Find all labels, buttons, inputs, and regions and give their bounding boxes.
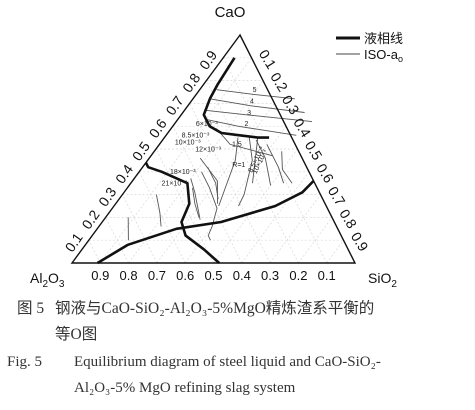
caption-en-line1: Fig. 5 Equilibrium diagram of steel liqui… [7,354,381,371]
iso-c2 [238,137,253,207]
caption-en-figure-number: Fig. 5 [7,354,43,370]
caption-en-title: Equilibrium diagram of steel liquid and … [74,354,381,370]
curve-label: 10×10⁻³ [175,139,201,146]
grid-line-sio2 [298,217,333,264]
legend-iso-label: ISO-ao [364,47,403,64]
liquidus-upper [202,57,270,139]
caption-en-line2: Al₂O₃-5% MgO refining slag system [74,380,296,396]
liquidus-right [96,179,315,265]
curve-label: 2 [244,121,248,128]
caption-cn-title: 钢液与CaO-SiO₂-Al₂O₃-5%MgO精炼渣系平衡的 [55,300,375,317]
tick-label-right: 0.9 [348,229,372,254]
tick-label-right: 0.3 [279,92,303,117]
grid-line-sio2 [156,103,275,264]
iso-4 [209,98,305,113]
curve-label: 6×10⁻³ [196,121,218,128]
iso-5 [216,89,295,100]
tick-label-left: 0.9 [196,47,220,72]
iso-low2 [192,187,200,218]
iso-c1 [218,137,239,207]
tick-label-right: 0.7 [325,183,349,208]
tick-label-left: 0.1 [62,230,86,255]
curve-label: 21×10⁻³ [162,181,188,188]
grid-line-sio2 [326,239,344,264]
tick-label-right: 0.8 [336,206,360,231]
grid-line-al2o3 [138,171,186,264]
grid-line-sio2 [100,57,252,264]
tick-label-left: 0.8 [179,70,203,95]
tick-label-bottom: 0.4 [233,268,251,283]
tick-label-left: 0.6 [146,116,170,141]
iso-c8 [190,178,201,220]
tick-label-bottom: 0.8 [120,268,138,283]
tick-label-right: 0.6 [313,161,337,186]
curve-label: 4 [250,98,254,105]
iso-3 [204,109,313,123]
liquidus-lines [96,57,315,265]
caption-cn-line2: 等O图 [55,326,98,343]
vertex-label-al2o3: Al2O3 [30,270,65,290]
curve-label: R=1 [232,162,245,169]
tick-labels: 0.10.20.30.40.50.60.70.80.9 0.10.20.30.40… [62,47,372,283]
caption-cn-figure-number: 图 5 [17,300,45,317]
grid-line-al2o3 [189,103,271,264]
tick-label-bottom: 0.7 [148,268,166,283]
tick-label-bottom: 0.1 [318,268,336,283]
triangle-outline [70,33,357,264]
iso-c7 [201,171,218,241]
curve-label: 1.5 [232,142,242,149]
ternary-diagram: 0.10.20.30.40.50.60.70.80.9 0.10.20.30.40… [30,4,403,290]
grid-line-al2o3 [122,194,158,264]
iso-low1 [207,166,219,200]
tick-label-left: 0.2 [78,207,102,232]
legend-liquidus-label: 液相线 [364,32,403,47]
tick-label-left: 0.3 [95,184,119,209]
tick-label-bottom: 0.2 [289,268,307,283]
grid-line-al2o3 [155,148,214,264]
grid-line-sio2 [241,171,310,264]
iso-c4 [266,144,285,184]
tick-label-right: 0.2 [267,69,291,94]
tick-label-left: 0.5 [129,138,153,163]
grid-line-al2o3 [105,217,129,264]
grid-layer [88,57,344,264]
iso-low3 [155,194,162,227]
tick-label-bottom: 0.3 [261,268,279,283]
curve-label: 8.5×10⁻³ [182,133,210,140]
curve-label: 3 [247,110,251,117]
curve-label: 12×10⁻³ [195,146,221,153]
tick-label-right: 0.4 [290,115,314,140]
vertex-label-sio2: SiO2 [368,270,397,290]
tick-label-bottom: 0.9 [91,268,109,283]
curve-label: 18×10⁻³ [170,169,196,176]
legend: 液相线 ISO-ao [336,32,403,64]
tick-label-right: 0.1 [256,47,280,72]
tick-label-left: 0.7 [162,93,186,118]
grid-line-al2o3 [88,240,101,264]
iso-c5 [281,151,293,184]
tick-label-right: 0.5 [302,138,326,163]
liquidus-lower [144,162,221,264]
iso-2 [206,118,297,136]
iso-c3 [255,139,272,186]
iso-lines [127,89,313,241]
caption-cn-line1: 图 5 钢液与CaO-SiO₂-Al₂O₃-5%MgO精炼渣系平衡的 [17,296,374,318]
tick-label-left: 0.4 [112,161,136,186]
vertex-label-cao: CaO [215,4,246,21]
triangle-frame [70,33,357,264]
tick-label-bottom: 0.6 [176,268,194,283]
curve-label: 5 [253,87,257,94]
tick-label-bottom: 0.5 [204,268,222,283]
iso-1 [252,137,259,184]
